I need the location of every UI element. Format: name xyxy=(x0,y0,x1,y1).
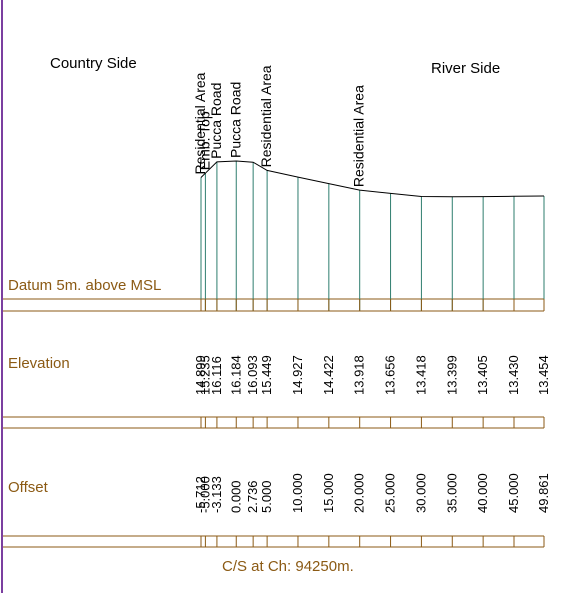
offset-value: 0.000 xyxy=(228,480,243,513)
elevation-value: 15.449 xyxy=(259,355,274,395)
country-side-label: Country Side xyxy=(50,55,137,72)
station-lines xyxy=(200,161,545,547)
feature-label: Residential Area xyxy=(351,85,367,187)
offset-value: 10.000 xyxy=(290,473,305,513)
offset-label: Offset xyxy=(8,479,49,496)
offset-value: 20.000 xyxy=(352,473,367,513)
offset-value: -5.712 xyxy=(193,476,208,513)
offset-value: 15.000 xyxy=(321,473,336,513)
elevation-value: 13.405 xyxy=(475,355,490,395)
offset-value: -5.000 xyxy=(197,476,212,513)
offset-value: 49.861 xyxy=(536,473,551,513)
elevation-value: 16.093 xyxy=(245,355,260,395)
offset-value: 5.000 xyxy=(259,480,274,513)
elevation-label: Elevation xyxy=(8,355,70,372)
offset-value: 45.000 xyxy=(506,473,521,513)
elevation-value: 13.418 xyxy=(413,355,428,395)
feature-label: Emb. Top xyxy=(196,111,212,170)
feature-label: Pucca Road xyxy=(227,82,243,158)
feature-label: Residential Area xyxy=(258,65,274,167)
elevation-value: 14.422 xyxy=(321,355,336,395)
feature-label: Residential Area xyxy=(192,72,208,174)
offset-value: 2.736 xyxy=(245,480,260,513)
caption: C/S at Ch: 94250m. xyxy=(222,558,354,575)
offset-value: 30.000 xyxy=(413,473,428,513)
elevation-value: 16.116 xyxy=(209,356,224,395)
elevation-value: 13.430 xyxy=(506,355,521,395)
elevation-value: 14.927 xyxy=(290,355,305,395)
offset-value: 40.000 xyxy=(475,473,490,513)
table-bands xyxy=(3,298,545,548)
offset-value: -3.133 xyxy=(209,476,224,513)
elevation-value: 13.399 xyxy=(444,355,459,395)
offset-value: 35.000 xyxy=(444,473,459,513)
river-side-label: River Side xyxy=(431,60,500,77)
elevation-value: 16.184 xyxy=(228,355,243,395)
elevation-value: 13.454 xyxy=(536,355,551,395)
feature-label: Pucca Road xyxy=(208,83,224,159)
offset-values: -5.712-5.000-3.133 0.000 2.736 5.000 10.000 1… xyxy=(193,473,551,513)
datum-label: Datum 5m. above MSL xyxy=(8,277,161,294)
elevation-value: 13.656 xyxy=(383,355,398,395)
elevation-value: 13.918 xyxy=(352,355,367,395)
offset-value: 25.000 xyxy=(383,473,398,513)
elevation-value: 15.235 xyxy=(197,355,212,395)
elevation-value: 14.899 xyxy=(193,355,208,395)
ground-profile-line xyxy=(200,160,545,198)
